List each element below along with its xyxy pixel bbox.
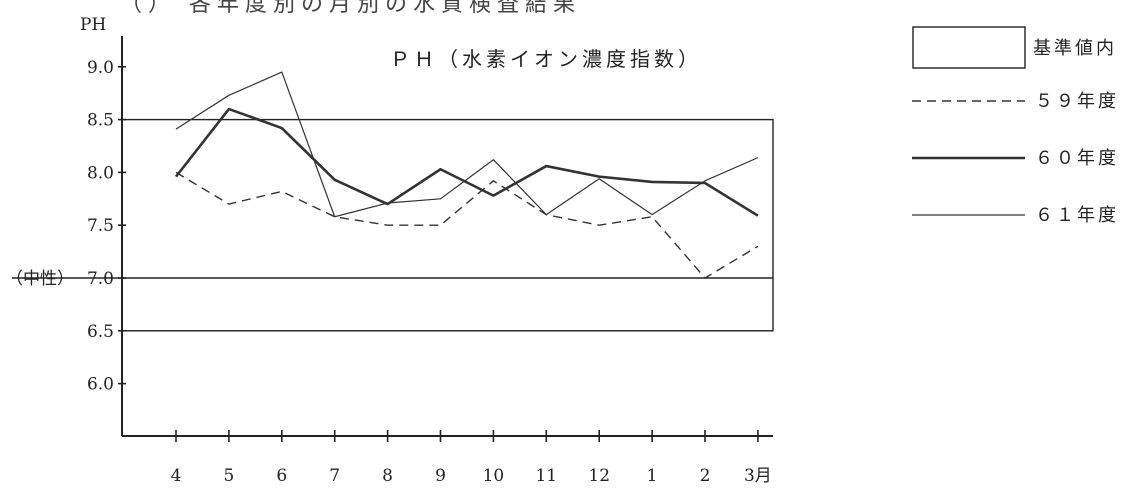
y-tick-label: 8.5: [87, 111, 114, 131]
x-tick-label: 3月: [744, 466, 772, 486]
x-tick-label: 12: [588, 466, 610, 486]
y-tick-label: 7.0: [87, 269, 114, 289]
y-axis-label: PH: [80, 15, 106, 35]
legend-label-thick: ６０年度: [1035, 148, 1119, 169]
header-fragment: （） 各年度別の月別の水質検査結果: [120, 0, 581, 17]
legend: 基準値内 ５９年度 ６０年度 ６１年度: [912, 26, 1119, 226]
series-line-thick: [174, 107, 759, 217]
x-tick-label: 6: [276, 466, 287, 486]
x-tick-label: 7: [329, 466, 340, 486]
x-tick-label: 4: [171, 466, 182, 486]
x-ticks: 4 5 6 7 8 9 10 11 12 1 2 3月: [171, 430, 772, 486]
y-tick-label: 8.0: [87, 163, 114, 183]
y-tick-label: 7.5: [87, 216, 114, 236]
x-tick-label: 9: [435, 466, 446, 486]
y-ticks: 9.0 8.5 8.0 7.5 7.0 6.5 6.0 （中性）: [6, 58, 126, 395]
x-tick-label: 8: [382, 466, 393, 486]
series-line-thin: [175, 71, 759, 218]
x-tick-label: 1: [647, 466, 658, 486]
chart-title: ＰＨ（水素イオン濃度指数）: [390, 47, 702, 71]
x-tick-label: 10: [483, 466, 505, 486]
x-tick-label: 11: [535, 466, 557, 486]
legend-label-standard: 基準値内: [1033, 38, 1117, 59]
axes: [121, 36, 773, 437]
neutral-label: （中性）: [6, 269, 74, 289]
x-tick-label: 5: [223, 466, 234, 486]
x-tick-label: 2: [700, 466, 711, 486]
y-tick-label: 9.0: [87, 58, 114, 78]
legend-label-thin: ６１年度: [1035, 205, 1119, 226]
standard-range-rect: [121, 118, 774, 332]
series-line-dashed: [175, 171, 759, 279]
series-lines: [174, 71, 759, 279]
y-tick-label: 6.5: [87, 322, 114, 342]
legend-swatch-standard: [912, 26, 1026, 69]
legend-label-dashed: ５９年度: [1035, 91, 1119, 112]
y-tick-label: 6.0: [87, 375, 114, 395]
